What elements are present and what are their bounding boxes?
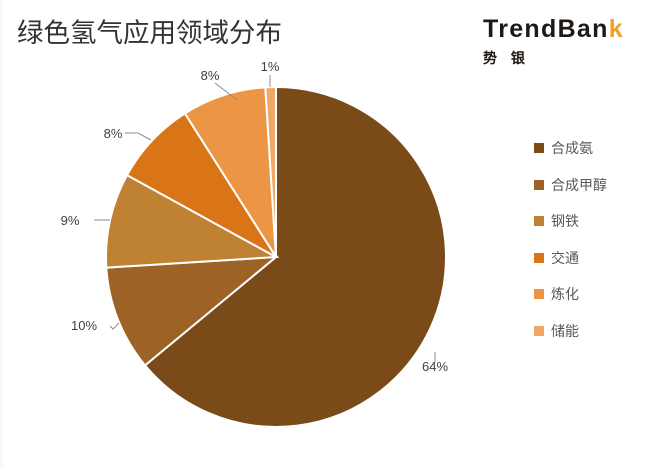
svg-text:8%: 8% xyxy=(201,68,220,83)
svg-text:10%: 10% xyxy=(71,318,97,333)
svg-text:64%: 64% xyxy=(422,359,448,374)
svg-text:9%: 9% xyxy=(61,213,80,228)
svg-text:1%: 1% xyxy=(261,59,280,74)
svg-text:8%: 8% xyxy=(104,126,123,141)
